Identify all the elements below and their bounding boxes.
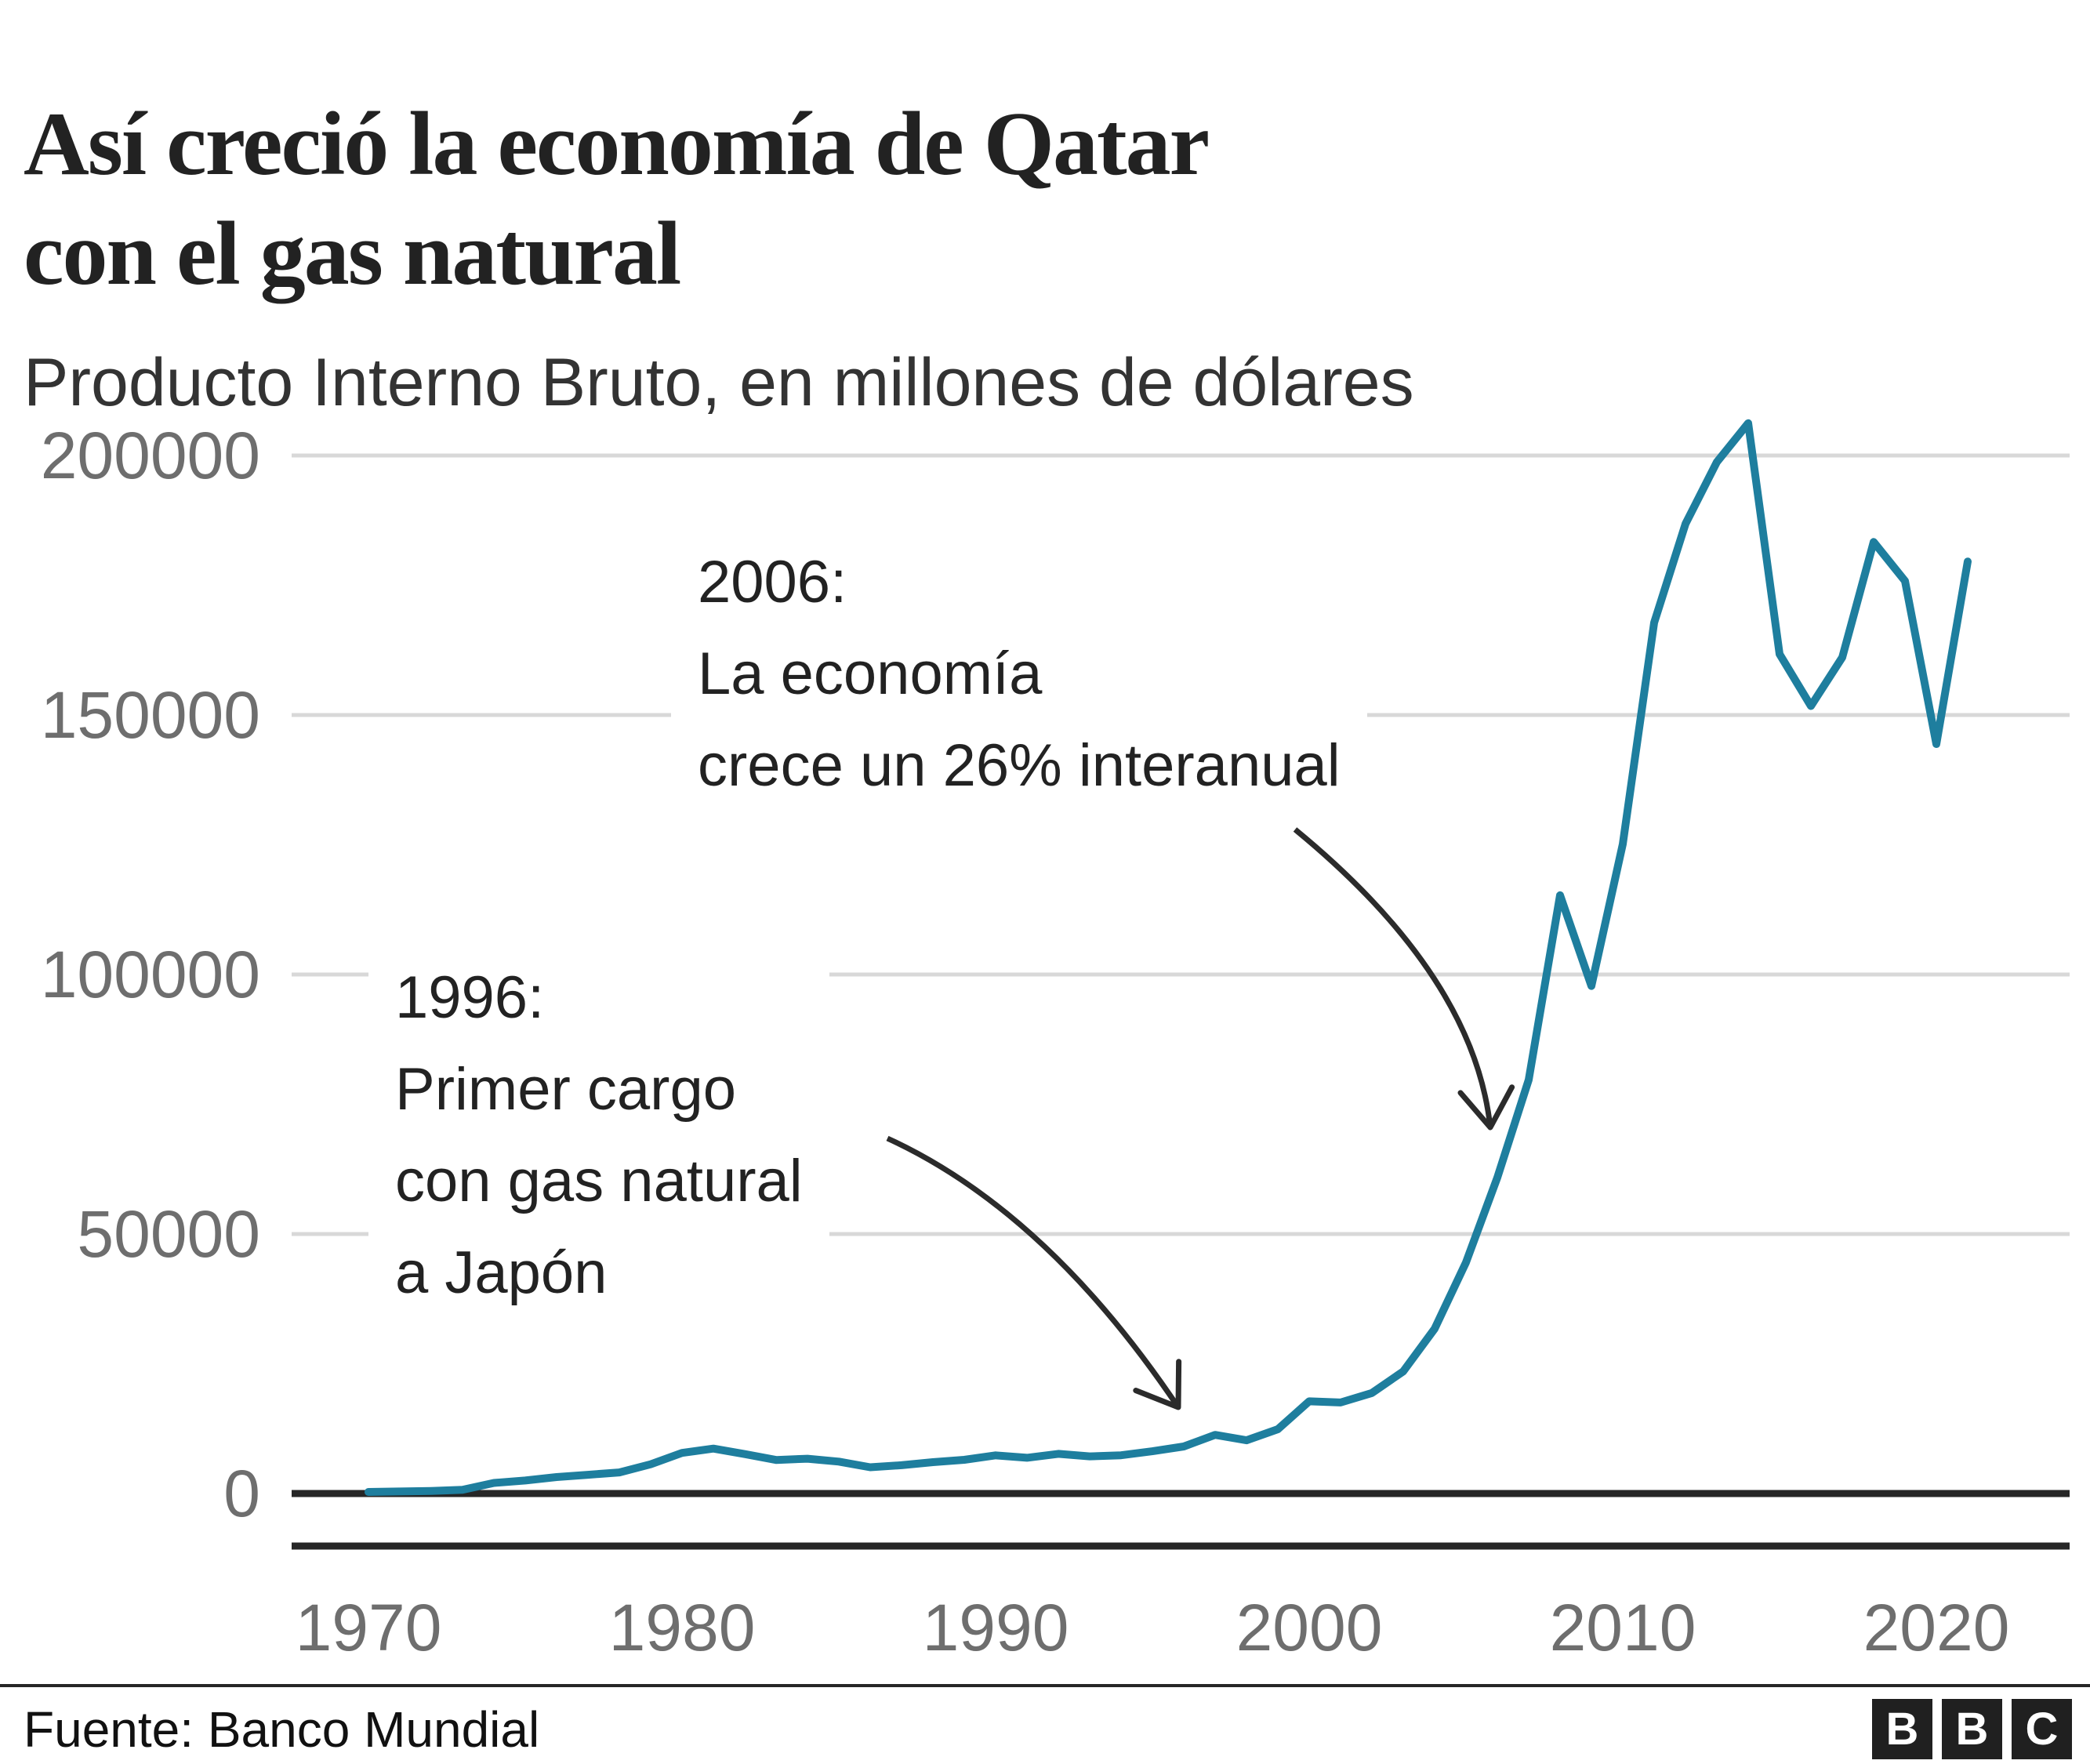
bbc-logo-block-1: B [1872,1699,1932,1759]
y-tick-label-50000: 50000 [77,1197,260,1271]
y-tick-label-0: 0 [223,1457,260,1530]
chart-subtitle: Producto Interno Bruto, en millones de d… [24,345,1414,420]
y-tick-label-100000: 100000 [40,938,260,1011]
bbc-logo-block-3: C [2012,1699,2072,1759]
bbc-logo-block-2: B [1942,1699,2002,1759]
annotation-1996-line3: con gas natural [395,1148,803,1214]
footer-divider [0,1684,2090,1687]
x-tick-label-1990: 1990 [922,1591,1069,1664]
x-tick-label-2010: 2010 [1549,1591,1696,1664]
annotation-1996-line1: 1996: [395,964,545,1031]
annotation-1996-line4: a Japón [395,1240,608,1306]
y-tick-label-150000: 150000 [40,678,260,752]
page-title: Así creció la economía de Qatar con el g… [24,89,1591,309]
x-tick-label-1980: 1980 [608,1591,756,1664]
x-tick-label-2000: 2000 [1235,1591,1383,1664]
annotation-1996-line2: Primer cargo [395,1056,736,1123]
annotation-2006-line1: 2006: [698,549,847,615]
annotation-2006-line2: La economía [698,641,1043,707]
x-tick-label-1970: 1970 [295,1591,442,1664]
annotation-2006: 2006: La economía crece un 26% interanua… [671,517,1367,833]
source-credit: Fuente: Banco Mundial [24,1701,540,1758]
annotation-2006-line3: crece un 26% interanual [698,732,1341,799]
page-title-line2: con el gas natural [24,203,681,304]
annotation-1996: 1996: Primer cargo con gas natural a Jap… [368,933,829,1341]
x-tick-label-2020: 2020 [1863,1591,2010,1664]
gdp-line-series [365,419,1972,1496]
y-tick-label-200000: 200000 [40,419,260,492]
page-title-line1: Así creció la economía de Qatar [24,93,1210,194]
